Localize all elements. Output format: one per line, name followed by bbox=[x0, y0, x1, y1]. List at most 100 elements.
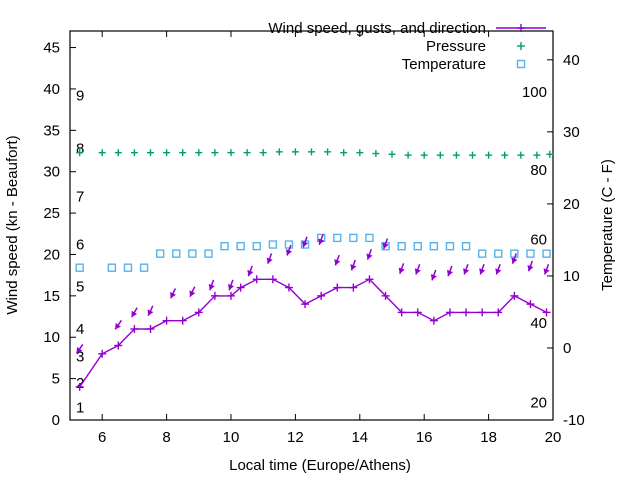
pressure-point bbox=[546, 150, 554, 158]
temperature-point bbox=[477, 249, 487, 258]
wind-direction-arrow bbox=[511, 253, 518, 265]
temperature-point bbox=[542, 249, 551, 258]
legend-marker bbox=[517, 24, 525, 32]
pressure-point bbox=[147, 149, 154, 157]
wind-speed-point bbox=[268, 275, 277, 284]
pressure-point bbox=[275, 148, 283, 156]
y2-axis-title: Temperature (C - F) bbox=[599, 159, 616, 291]
wind-speed-point bbox=[317, 291, 326, 300]
temperature-point bbox=[252, 241, 261, 251]
temperature-point bbox=[333, 233, 342, 243]
wind-direction-arrow bbox=[302, 236, 309, 248]
y-tick-label: 45 bbox=[43, 40, 60, 57]
pressure-point bbox=[501, 151, 509, 159]
beaufort-label: 9 bbox=[76, 88, 84, 105]
x-tick-label: 18 bbox=[480, 429, 497, 446]
temperature-point bbox=[494, 249, 503, 258]
temperature-point bbox=[445, 241, 455, 251]
wind-speed-point bbox=[236, 283, 245, 292]
wind-direction-arrow bbox=[227, 279, 235, 291]
wind-direction-arrow bbox=[170, 288, 177, 299]
pressure-point bbox=[388, 150, 396, 158]
pressure-point bbox=[130, 149, 138, 157]
wind-speed-point bbox=[478, 308, 487, 317]
wind-speed-point bbox=[301, 300, 310, 309]
wind-speed-point bbox=[210, 291, 219, 300]
wind-speed-point bbox=[227, 291, 235, 300]
wind-direction-arrow bbox=[463, 263, 470, 275]
y2-tick-label: 10 bbox=[563, 268, 580, 285]
x-tick-label: 14 bbox=[351, 429, 368, 446]
temperature-point bbox=[155, 249, 165, 258]
wind-direction-arrow bbox=[350, 259, 357, 271]
pressure-point bbox=[533, 151, 541, 159]
y-axis-title: Wind speed (kn - Beaufort) bbox=[4, 135, 21, 314]
wind-speed-point bbox=[162, 316, 171, 325]
x-tick-label: 6 bbox=[98, 429, 106, 446]
temperature-point bbox=[75, 263, 84, 272]
fahrenheit-label: 100 bbox=[522, 84, 547, 101]
series-temperature bbox=[75, 233, 551, 272]
wind-direction-arrow bbox=[208, 279, 215, 291]
temperature-point bbox=[397, 241, 406, 251]
x-axis-title: Local time (Europe/Athens) bbox=[229, 457, 411, 474]
beaufort-label: 3 bbox=[76, 348, 84, 365]
temperature-point bbox=[526, 249, 535, 258]
temperature-point bbox=[204, 249, 213, 258]
wind-direction-arrow bbox=[147, 305, 154, 317]
pressure-point bbox=[243, 149, 251, 157]
wind-direction-arrow bbox=[114, 319, 123, 330]
temperature-point bbox=[188, 249, 197, 258]
beaufort-label: 8 bbox=[76, 141, 84, 158]
wind-speed-line bbox=[79, 278, 547, 388]
wind-speed-point bbox=[114, 341, 123, 350]
wind-speed-point bbox=[381, 291, 390, 300]
temperature-point bbox=[284, 240, 294, 249]
wind-direction-arrow bbox=[527, 260, 534, 272]
beaufort-label: 7 bbox=[76, 189, 84, 206]
x-tick-label: 8 bbox=[162, 429, 170, 446]
y-tick-label: 5 bbox=[52, 371, 60, 388]
y2-tick-label: -10 bbox=[563, 412, 585, 429]
wind-speed-point bbox=[194, 308, 203, 317]
pressure-point bbox=[372, 149, 380, 157]
temperature-point bbox=[172, 249, 181, 258]
fahrenheit-label: 40 bbox=[530, 315, 547, 332]
wind-direction-arrow bbox=[382, 238, 389, 250]
fahrenheit-label: 20 bbox=[530, 395, 547, 412]
pressure-point bbox=[436, 151, 444, 159]
wind-direction-arrows bbox=[75, 234, 550, 354]
wind-direction-arrow bbox=[495, 263, 502, 275]
wind-speed-point bbox=[284, 283, 293, 292]
temperature-point bbox=[413, 241, 422, 251]
wind-direction-arrow bbox=[479, 263, 486, 275]
x-tick-label: 20 bbox=[545, 429, 562, 446]
chart-legend: Wind speed, gusts, and directionPressure… bbox=[268, 20, 546, 73]
pressure-point bbox=[420, 151, 428, 159]
pressure-point bbox=[340, 149, 348, 157]
y-tick-label: 40 bbox=[43, 81, 60, 98]
pressure-point bbox=[324, 148, 332, 156]
temperature-point bbox=[123, 263, 133, 272]
wind-direction-arrow bbox=[398, 263, 405, 274]
beaufort-label: 6 bbox=[76, 237, 84, 254]
wind-speed-point bbox=[146, 324, 155, 333]
wind-speed-point bbox=[75, 382, 84, 391]
legend-marker bbox=[516, 59, 526, 69]
pressure-point bbox=[356, 149, 364, 157]
y-tick-label: 0 bbox=[52, 412, 60, 429]
wind-speed-point bbox=[542, 308, 551, 317]
temperature-point bbox=[429, 241, 439, 251]
wind-direction-arrow bbox=[285, 244, 292, 256]
wind-speed-point bbox=[445, 308, 454, 317]
temperature-point bbox=[236, 241, 245, 251]
y2-tick-label: 0 bbox=[563, 340, 571, 357]
pressure-point bbox=[114, 149, 122, 157]
wind-speed-point bbox=[365, 275, 374, 284]
pressure-point bbox=[404, 151, 412, 159]
y-tick-label: 15 bbox=[43, 288, 60, 305]
pressure-point bbox=[469, 151, 476, 159]
temperature-point bbox=[220, 241, 229, 251]
